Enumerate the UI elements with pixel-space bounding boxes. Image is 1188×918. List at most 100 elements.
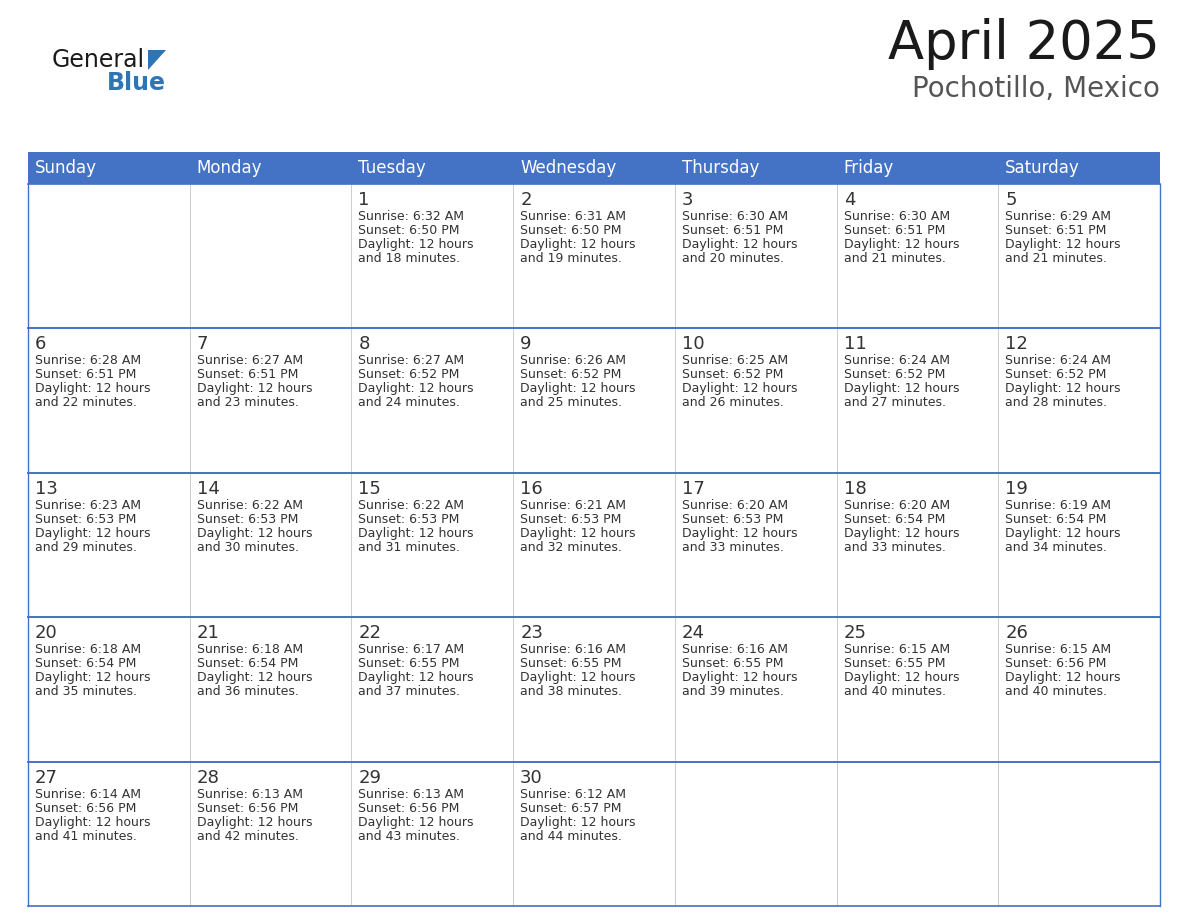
Bar (675, 617, 836, 762)
Text: Daylight: 12 hours: Daylight: 12 hours (197, 383, 312, 396)
Text: Sunrise: 6:26 AM: Sunrise: 6:26 AM (520, 354, 626, 367)
Text: Daylight: 12 hours: Daylight: 12 hours (34, 527, 151, 540)
Bar (352, 473, 513, 617)
Text: Pochotillo, Mexico: Pochotillo, Mexico (912, 75, 1159, 103)
Text: Sunrise: 6:31 AM: Sunrise: 6:31 AM (520, 210, 626, 223)
Text: and 23 minutes.: and 23 minutes. (197, 397, 298, 409)
Text: Sunset: 6:56 PM: Sunset: 6:56 PM (1005, 657, 1107, 670)
Text: 30: 30 (520, 768, 543, 787)
Text: 21: 21 (197, 624, 220, 643)
Text: and 40 minutes.: and 40 minutes. (843, 685, 946, 699)
Text: Sunrise: 6:27 AM: Sunrise: 6:27 AM (197, 354, 303, 367)
Bar (998, 329, 1159, 473)
Bar (513, 329, 675, 473)
Bar (998, 617, 1159, 762)
Text: Sunrise: 6:18 AM: Sunrise: 6:18 AM (197, 644, 303, 656)
Bar (29, 762, 1159, 906)
Polygon shape (148, 50, 166, 70)
Bar (29, 329, 190, 473)
Bar (675, 184, 836, 329)
Text: Daylight: 12 hours: Daylight: 12 hours (34, 671, 151, 684)
Bar (190, 762, 352, 906)
Text: Sunset: 6:51 PM: Sunset: 6:51 PM (1005, 224, 1107, 237)
Text: 10: 10 (682, 335, 704, 353)
Text: Sunset: 6:56 PM: Sunset: 6:56 PM (359, 801, 460, 814)
Text: Sunset: 6:54 PM: Sunset: 6:54 PM (843, 513, 944, 526)
Text: Sunrise: 6:16 AM: Sunrise: 6:16 AM (520, 644, 626, 656)
Text: 3: 3 (682, 191, 694, 209)
Bar (675, 329, 836, 473)
Bar (836, 329, 998, 473)
Text: April 2025: April 2025 (889, 18, 1159, 70)
Text: Sunrise: 6:24 AM: Sunrise: 6:24 AM (843, 354, 949, 367)
Bar (29, 329, 1159, 473)
Text: Sunset: 6:50 PM: Sunset: 6:50 PM (359, 224, 460, 237)
Text: 1: 1 (359, 191, 369, 209)
Text: Sunset: 6:50 PM: Sunset: 6:50 PM (520, 224, 621, 237)
Text: Daylight: 12 hours: Daylight: 12 hours (843, 527, 959, 540)
Text: and 24 minutes.: and 24 minutes. (359, 397, 460, 409)
Text: and 38 minutes.: and 38 minutes. (520, 685, 623, 699)
Text: and 40 minutes.: and 40 minutes. (1005, 685, 1107, 699)
Bar (29, 473, 1159, 617)
Text: Sunrise: 6:28 AM: Sunrise: 6:28 AM (34, 354, 141, 367)
Bar (352, 329, 513, 473)
Text: Daylight: 12 hours: Daylight: 12 hours (34, 383, 151, 396)
Text: Sunset: 6:51 PM: Sunset: 6:51 PM (682, 224, 783, 237)
Bar (190, 473, 352, 617)
Text: Daylight: 12 hours: Daylight: 12 hours (359, 527, 474, 540)
Text: Daylight: 12 hours: Daylight: 12 hours (359, 815, 474, 829)
Text: General: General (52, 48, 145, 72)
Text: 18: 18 (843, 480, 866, 498)
Text: Sunset: 6:57 PM: Sunset: 6:57 PM (520, 801, 621, 814)
Text: Sunset: 6:56 PM: Sunset: 6:56 PM (197, 801, 298, 814)
Bar (513, 473, 675, 617)
Text: Sunset: 6:55 PM: Sunset: 6:55 PM (359, 657, 460, 670)
Text: 4: 4 (843, 191, 855, 209)
Text: Thursday: Thursday (682, 159, 759, 177)
Text: Sunrise: 6:15 AM: Sunrise: 6:15 AM (1005, 644, 1112, 656)
Text: and 33 minutes.: and 33 minutes. (682, 541, 784, 554)
Text: Sunset: 6:53 PM: Sunset: 6:53 PM (682, 513, 783, 526)
Text: Daylight: 12 hours: Daylight: 12 hours (1005, 238, 1120, 251)
Bar (513, 617, 675, 762)
Text: Sunrise: 6:14 AM: Sunrise: 6:14 AM (34, 788, 141, 800)
Text: 5: 5 (1005, 191, 1017, 209)
Text: Sunset: 6:55 PM: Sunset: 6:55 PM (520, 657, 621, 670)
Text: Daylight: 12 hours: Daylight: 12 hours (1005, 527, 1120, 540)
Bar (29, 617, 1159, 762)
Text: and 28 minutes.: and 28 minutes. (1005, 397, 1107, 409)
Text: Sunset: 6:52 PM: Sunset: 6:52 PM (843, 368, 944, 381)
Bar (29, 617, 190, 762)
Text: and 39 minutes.: and 39 minutes. (682, 685, 784, 699)
Text: 17: 17 (682, 480, 704, 498)
Text: Daylight: 12 hours: Daylight: 12 hours (843, 671, 959, 684)
Bar (352, 184, 513, 329)
Text: Sunrise: 6:17 AM: Sunrise: 6:17 AM (359, 644, 465, 656)
Text: Daylight: 12 hours: Daylight: 12 hours (1005, 383, 1120, 396)
Text: Sunrise: 6:22 AM: Sunrise: 6:22 AM (359, 498, 465, 512)
Text: 11: 11 (843, 335, 866, 353)
Text: Sunrise: 6:27 AM: Sunrise: 6:27 AM (359, 354, 465, 367)
Text: Sunset: 6:53 PM: Sunset: 6:53 PM (34, 513, 137, 526)
Text: Sunrise: 6:15 AM: Sunrise: 6:15 AM (843, 644, 949, 656)
Bar (998, 473, 1159, 617)
Text: and 36 minutes.: and 36 minutes. (197, 685, 298, 699)
Text: Sunrise: 6:24 AM: Sunrise: 6:24 AM (1005, 354, 1111, 367)
Bar (836, 473, 998, 617)
Text: Wednesday: Wednesday (520, 159, 617, 177)
Text: and 30 minutes.: and 30 minutes. (197, 541, 298, 554)
Text: and 43 minutes.: and 43 minutes. (359, 830, 460, 843)
Text: Sunset: 6:55 PM: Sunset: 6:55 PM (682, 657, 783, 670)
Bar (836, 617, 998, 762)
Text: Sunset: 6:54 PM: Sunset: 6:54 PM (1005, 513, 1107, 526)
Text: Sunrise: 6:12 AM: Sunrise: 6:12 AM (520, 788, 626, 800)
Text: Daylight: 12 hours: Daylight: 12 hours (520, 671, 636, 684)
Text: 26: 26 (1005, 624, 1028, 643)
Bar (675, 473, 836, 617)
Text: 25: 25 (843, 624, 866, 643)
Text: and 27 minutes.: and 27 minutes. (843, 397, 946, 409)
Text: Sunset: 6:51 PM: Sunset: 6:51 PM (197, 368, 298, 381)
Text: Sunrise: 6:23 AM: Sunrise: 6:23 AM (34, 498, 141, 512)
Text: and 29 minutes.: and 29 minutes. (34, 541, 137, 554)
